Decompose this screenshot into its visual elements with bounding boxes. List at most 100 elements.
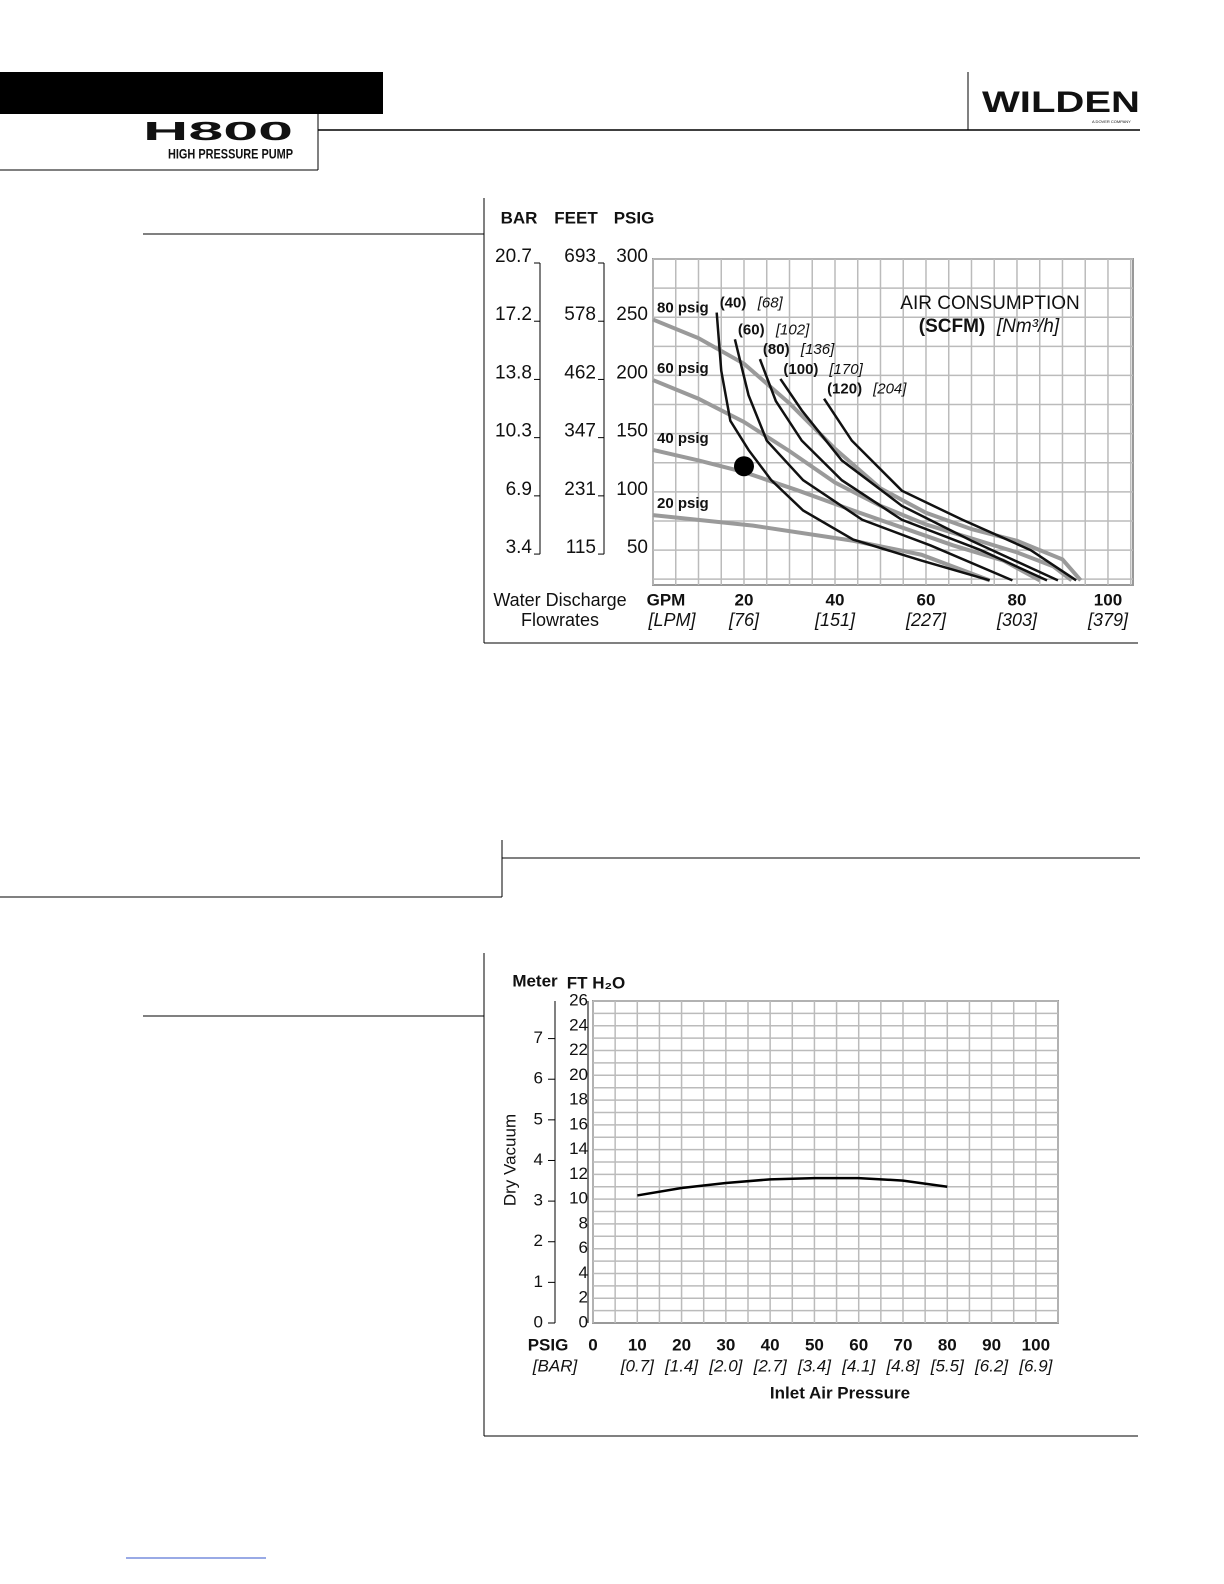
data-line	[637, 1176, 948, 1197]
x-tick-label: 100	[1022, 1335, 1050, 1354]
x-tick-alt-label: [2.0]	[708, 1356, 743, 1375]
y2-tick-label: 4	[534, 1150, 543, 1169]
x-tick-label: 100	[1094, 590, 1122, 609]
bar-label: 17.2	[495, 304, 532, 325]
x-tick-alt-label: [6.2]	[974, 1356, 1009, 1375]
annotation: AIR CONSUMPTION	[900, 293, 1079, 314]
x-tick-alt-label: [76]	[728, 610, 760, 630]
y2-tick-label: 2	[534, 1231, 543, 1250]
x-tick-alt-label: [303]	[996, 610, 1038, 630]
y-tick-label: 12	[569, 1164, 588, 1183]
product-subtitle: HIGH PRESSURE PUMP	[168, 146, 293, 162]
x-tick-label: 20	[735, 590, 754, 609]
y2-unit: Meter	[512, 971, 558, 990]
series-label: (100)	[783, 361, 818, 378]
y2-tick-label: 7	[534, 1028, 543, 1047]
x-tick-alt-label: [4.1]	[841, 1356, 876, 1375]
x-tick-alt-label: [2.7]	[753, 1356, 788, 1375]
y-tick-label: 16	[569, 1114, 588, 1133]
x-tick-label: 80	[938, 1335, 957, 1354]
series-label: 20 psig	[657, 495, 709, 512]
x-tick-label: 90	[982, 1335, 1001, 1354]
x-tick-alt-label: [379]	[1087, 610, 1129, 630]
y2-tick-label: 5	[534, 1109, 543, 1128]
annotation: (SCFM)	[919, 316, 985, 337]
series-alt-label: [204]	[872, 381, 907, 398]
x-tick-label: 60	[849, 1335, 868, 1354]
y-tick-label: 10	[569, 1189, 588, 1208]
x-tick-label: 50	[805, 1335, 824, 1354]
series-label: 60 psig	[657, 360, 709, 377]
series-label: (80)	[763, 341, 790, 358]
brand: WILDEN	[982, 86, 1140, 119]
y-tick-label: 300	[616, 246, 648, 267]
x-unit-alt: [LPM]	[647, 610, 696, 630]
y-unit: FT H₂O	[567, 973, 626, 992]
series-label: (60)	[738, 321, 765, 338]
data-line	[779, 378, 1059, 582]
bar-label: 6.9	[506, 479, 532, 500]
y-tick-label: 4	[579, 1263, 588, 1282]
x-axis-label: Flowrates	[521, 610, 599, 630]
x-tick-alt-label: [5.5]	[930, 1356, 965, 1375]
y-tick-label: 14	[569, 1139, 588, 1158]
y2-tick-label: 6	[534, 1069, 543, 1088]
feet-label: 462	[564, 362, 596, 383]
data-line	[652, 447, 1041, 583]
feet-label: 578	[564, 304, 596, 325]
x-tick-label: 60	[917, 590, 936, 609]
y-tick-label: 50	[627, 537, 648, 558]
annotation: [Nm³/h]	[996, 316, 1060, 337]
series-alt-label: [68]	[757, 295, 784, 312]
y-axis-label: Dry Vacuum	[500, 1114, 519, 1206]
y-tick-label: 2	[579, 1288, 588, 1307]
series-label: (120)	[827, 381, 862, 398]
x-tick-label: 20	[672, 1335, 691, 1354]
x-unit: GPM	[647, 590, 686, 609]
axis-header: BAR	[501, 208, 538, 227]
y-tick-label: 0	[579, 1312, 588, 1331]
x-tick-alt-label: [3.4]	[797, 1356, 832, 1375]
bar-label: 20.7	[495, 246, 532, 267]
feet-label: 231	[564, 479, 596, 500]
axis-header: PSIG	[614, 208, 655, 227]
x-tick-label: 70	[894, 1335, 913, 1354]
y-tick-label: 8	[579, 1213, 588, 1232]
data-line	[758, 358, 1048, 582]
y-tick-label: 22	[569, 1040, 588, 1059]
feet-label: 347	[564, 421, 596, 442]
y-tick-label: 20	[569, 1065, 588, 1084]
x-tick-alt-label: [227]	[905, 610, 947, 630]
y-tick-label: 250	[616, 304, 648, 325]
x-tick-alt-label: [6.9]	[1018, 1356, 1053, 1375]
y-tick-label: 26	[569, 990, 588, 1009]
series-label: (40)	[720, 295, 747, 312]
y2-tick-label: 1	[534, 1272, 543, 1291]
x-tick-alt-label: [151]	[814, 610, 856, 630]
x-tick-alt-label: [1.4]	[664, 1356, 699, 1375]
x-unit: PSIG	[528, 1335, 569, 1354]
x-tick-label: 40	[826, 590, 845, 609]
series-label: 40 psig	[657, 430, 709, 447]
header-bar	[0, 72, 383, 114]
x-tick-label: 40	[761, 1335, 780, 1354]
y2-tick-label: 3	[534, 1191, 543, 1210]
bar-label: 13.8	[495, 362, 532, 383]
series-alt-label: [102]	[775, 321, 810, 338]
y-tick-label: 18	[569, 1090, 588, 1109]
brand-tagline: A DOVER COMPANY	[1092, 119, 1131, 124]
y-tick-label: 200	[616, 362, 648, 383]
data-line	[823, 398, 1077, 582]
y2-tick-label: 0	[534, 1312, 543, 1331]
y-tick-label: 6	[579, 1238, 588, 1257]
bar-label: 3.4	[506, 537, 533, 558]
axis-header: FEET	[554, 208, 598, 227]
data-line	[733, 339, 1013, 582]
x-tick-alt-label: [4.8]	[885, 1356, 920, 1375]
y-tick-label: 100	[616, 479, 648, 500]
data-line	[715, 312, 991, 582]
y-tick-label: 24	[569, 1015, 588, 1034]
x-tick-label: 80	[1008, 590, 1027, 609]
feet-label: 693	[564, 246, 596, 267]
